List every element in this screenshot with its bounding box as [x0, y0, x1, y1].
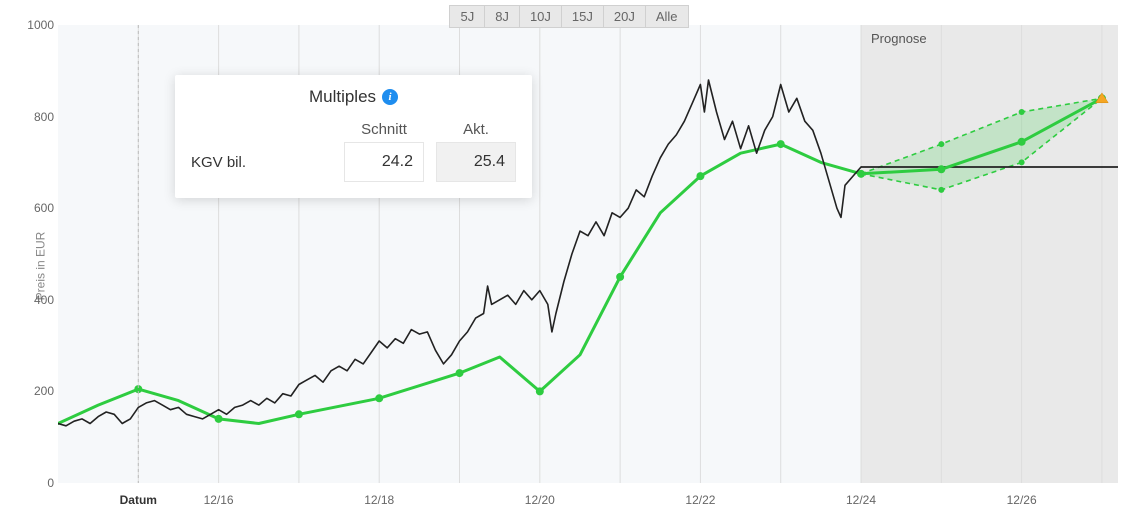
prognose-label: Prognose — [871, 31, 927, 46]
chart-container: 5J8J10J15J20JAlle Preis in EUR Kennzahle… — [0, 0, 1139, 532]
range-tab[interactable]: 8J — [484, 5, 520, 28]
y-tick-label: 200 — [24, 384, 54, 398]
range-tab[interactable]: Alle — [645, 5, 689, 28]
tooltip-row-label: KGV bil. — [191, 144, 332, 181]
y-tick-label: 400 — [24, 293, 54, 307]
x-tick-label: 12/24 — [846, 493, 876, 507]
x-axis-label: Datum — [120, 493, 157, 507]
range-tab[interactable]: 10J — [519, 5, 562, 28]
tooltip-schnitt-value: 24.2 — [344, 142, 424, 182]
range-tab[interactable]: 20J — [603, 5, 646, 28]
range-tab[interactable]: 5J — [449, 5, 485, 28]
tooltip-col-schnitt: Schnitt — [344, 117, 424, 142]
range-tab-bar: 5J8J10J15J20JAlle — [0, 5, 1139, 28]
tooltip-title: Multiples — [309, 87, 376, 107]
x-tick-label: 12/18 — [364, 493, 394, 507]
tooltip-col-akt: Akt. — [436, 117, 516, 142]
y-tick-label: 800 — [24, 110, 54, 124]
tooltip-akt-value: 25.4 — [436, 142, 516, 182]
x-tick-label: 12/20 — [525, 493, 555, 507]
info-icon[interactable]: i — [382, 89, 398, 105]
multiples-tooltip-card: Multiples i Schnitt Akt. KGV bil. 24.2 2… — [175, 75, 532, 198]
x-tick-label: 12/26 — [1007, 493, 1037, 507]
x-tick-label: 12/16 — [204, 493, 234, 507]
x-tick-label: 12/22 — [685, 493, 715, 507]
range-tab[interactable]: 15J — [561, 5, 604, 28]
y-axis-label-left: Preis in EUR — [33, 232, 47, 301]
y-tick-label: 600 — [24, 201, 54, 215]
y-tick-label: 0 — [24, 476, 54, 490]
